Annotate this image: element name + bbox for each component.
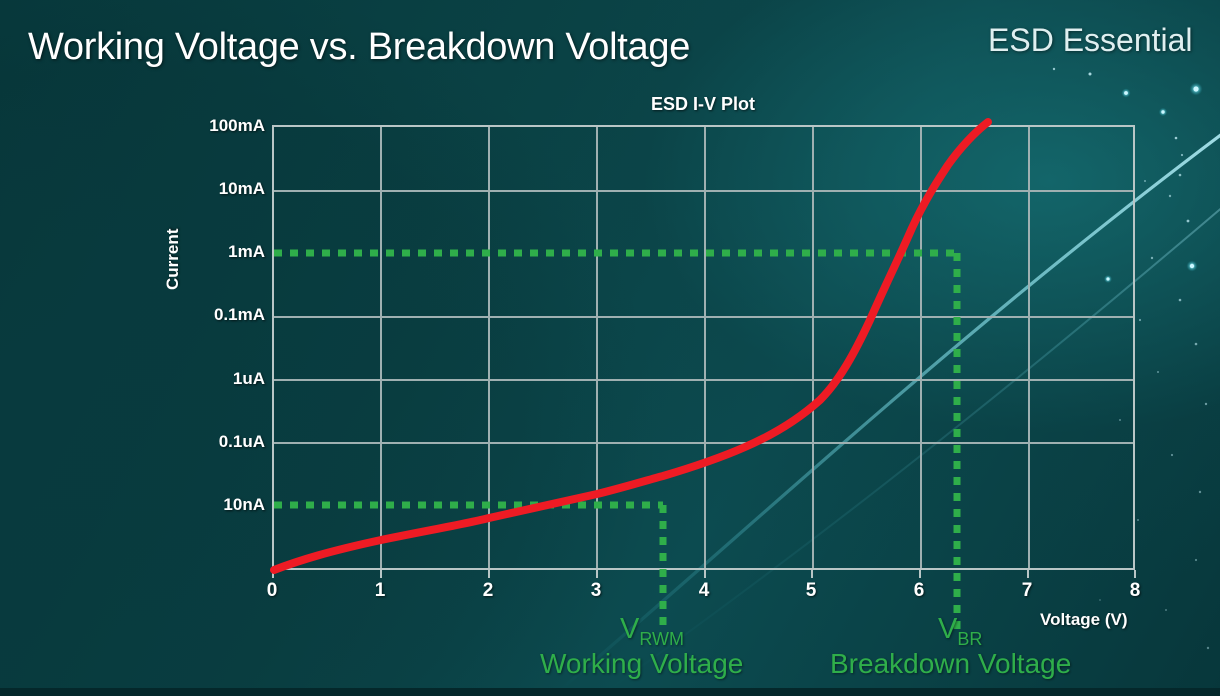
y-tick-10nA: 10nA <box>223 495 265 514</box>
y-tick-1mA: 1mA <box>228 242 265 261</box>
x-tick-5: 5 <box>805 580 817 601</box>
vrwm-symbol-v: V <box>620 613 640 645</box>
slide-title: Working Voltage vs. Breakdown Voltage <box>28 26 691 68</box>
annotation-vrwm-name: Working Voltage <box>540 648 744 679</box>
vbr-subscript: BR <box>957 628 983 649</box>
gridline-v-7 <box>1028 127 1030 568</box>
chart-title: ESD I-V Plot <box>650 94 755 114</box>
gridline-v-4 <box>704 127 706 568</box>
annotation-vbr-symbol: VBR <box>938 613 982 650</box>
gridline-v-1 <box>380 127 382 568</box>
chart-title-wrapper: ESD I-V Plot <box>513 94 893 115</box>
y-tick-0.1uA: 0.1uA <box>218 432 265 451</box>
x-tick-7: 7 <box>1021 580 1033 601</box>
x-tick-2: 2 <box>482 580 494 601</box>
vbr-symbol-v: V <box>938 613 958 645</box>
plot-area <box>272 125 1135 570</box>
y-tick-1uA: 1uA <box>232 369 265 388</box>
x-tick-6: 6 <box>913 580 925 601</box>
x-tick-1: 1 <box>374 580 386 601</box>
y-tick-0.1mA: 0.1mA <box>213 305 265 324</box>
gridline-v-6 <box>920 127 922 568</box>
y-tick-10mA: 10mA <box>218 179 265 198</box>
slide-bottom-bar <box>0 688 1220 696</box>
x-axis-label: Voltage (V) <box>1040 610 1128 629</box>
gridline-v-3 <box>596 127 598 568</box>
x-tick-8: 8 <box>1129 580 1141 601</box>
x-tick-4: 4 <box>698 580 710 601</box>
vrwm-subscript: RWM <box>639 628 685 649</box>
y-tick-100mA: 100mA <box>209 116 265 135</box>
gridline-v-2 <box>488 127 490 568</box>
x-tick-3: 3 <box>590 580 602 601</box>
y-tick-labels: 100mA 10mA 1mA 0.1mA 1uA 0.1uA 10nA <box>105 0 265 696</box>
gridline-v-5 <box>812 127 814 568</box>
annotation-vrwm-symbol: VRWM <box>620 613 684 650</box>
x-tick-0: 0 <box>266 580 278 601</box>
deck-section-title: ESD Essential <box>988 22 1193 58</box>
annotation-vbr-name: Breakdown Voltage <box>830 648 1072 679</box>
